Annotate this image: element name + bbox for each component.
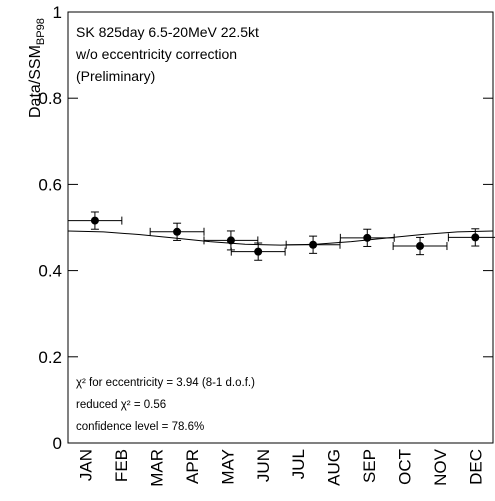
data-point xyxy=(173,227,182,236)
x-tick-label: JUL xyxy=(289,449,308,479)
annotation: confidence level = 78.6% xyxy=(76,421,204,433)
x-tick-label: JAN xyxy=(77,449,96,481)
y-tick-label: 1 xyxy=(53,3,62,22)
data-point xyxy=(226,236,235,245)
data-point xyxy=(254,247,263,256)
y-axis-label-main: Data/SSM xyxy=(27,45,44,118)
y-tick-label: 0.6 xyxy=(38,175,62,194)
x-tick-label: SEP xyxy=(360,449,379,483)
x-tick-label: OCT xyxy=(395,449,414,485)
x-tick-label: FEB xyxy=(112,449,131,482)
plot-frame xyxy=(67,11,494,444)
x-tick-label: MAR xyxy=(148,449,167,487)
x-tick-label: JUN xyxy=(254,449,273,482)
header-line: w/o eccentricity correction xyxy=(75,46,237,62)
data-point xyxy=(416,242,425,251)
y-tick-label: 0 xyxy=(53,434,62,453)
annotation: reduced χ² = 0.56 xyxy=(76,399,166,411)
x-tick-label: DEC xyxy=(466,449,485,485)
y-axis-label: Data/SSMBP98 xyxy=(27,18,47,118)
expected-curve xyxy=(67,230,494,246)
header-line: SK 825day 6.5-20MeV 22.5kt xyxy=(76,24,259,40)
annotation: χ² for eccentricity = 3.94 (8-1 d.o.f.) xyxy=(76,377,255,389)
y-tick-label: 0.4 xyxy=(38,262,62,281)
data-point xyxy=(471,233,480,242)
x-tick-label: AUG xyxy=(325,449,344,486)
x-tick-label: NOV xyxy=(431,448,450,486)
y-axis-label-sub: BP98 xyxy=(35,18,47,45)
x-tick-label: APR xyxy=(183,449,202,484)
header-line: (Preliminary) xyxy=(76,68,155,84)
x-tick-label: MAY xyxy=(218,449,237,485)
y-tick-label: 0.2 xyxy=(38,348,62,367)
data-point xyxy=(90,216,99,225)
y-tick-label: 0.8 xyxy=(38,89,62,108)
